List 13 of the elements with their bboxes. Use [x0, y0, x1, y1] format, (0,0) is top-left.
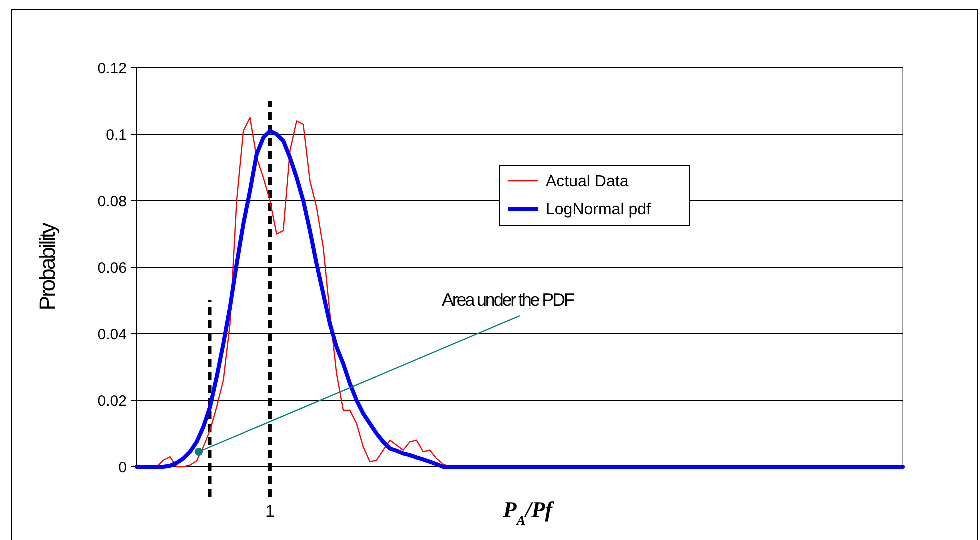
- x-tick-label: 1: [265, 502, 275, 521]
- legend-label: Actual Data: [546, 174, 629, 191]
- y-tick-label: 0.02: [98, 392, 127, 410]
- y-tick-label: 0.06: [98, 260, 127, 277]
- y-axis-title: Probability: [35, 222, 60, 311]
- y-tick-label: 0.1: [106, 126, 127, 144]
- y-tick-label: 0: [118, 459, 127, 476]
- legend-label: LogNormal pdf: [546, 202, 652, 219]
- annotation: Area under the PDF: [442, 290, 575, 310]
- y-tick-label: 0.12: [98, 60, 127, 78]
- x-axis-title: P$_{A}$/Pf: [502, 497, 556, 528]
- y-tick-label: 0.04: [98, 326, 127, 344]
- y-tick-label: 0.08: [98, 193, 127, 210]
